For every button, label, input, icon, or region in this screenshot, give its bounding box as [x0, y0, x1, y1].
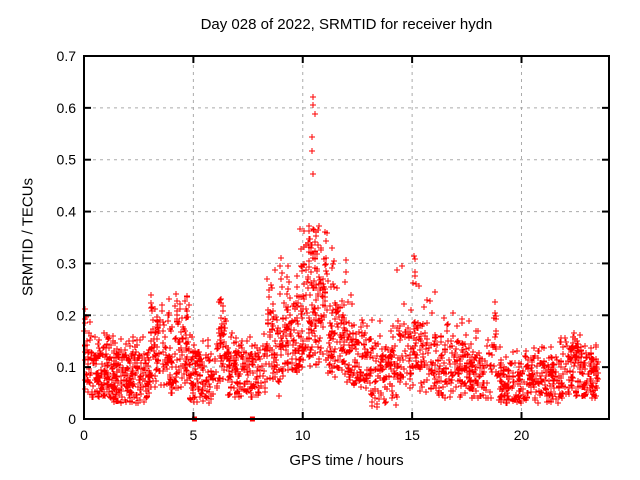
x-tick-label: 15	[404, 427, 420, 443]
y-tick-label: 0.2	[57, 307, 77, 323]
x-tick-label: 5	[189, 427, 197, 443]
chart-title: Day 028 of 2022, SRMTID for receiver hyd…	[200, 16, 493, 33]
y-tick-label: 0.7	[57, 48, 77, 64]
y-tick-label: 0.4	[57, 204, 77, 220]
x-tick-label: 20	[514, 427, 530, 443]
x-axis-label: GPS time / hours	[289, 452, 404, 469]
y-tick-label: 0	[68, 411, 76, 427]
y-tick-label: 0.3	[57, 255, 77, 271]
y-tick-label: 0.6	[57, 100, 77, 116]
y-tick-label: 0.1	[57, 359, 77, 375]
x-tick-label: 10	[295, 427, 311, 443]
x-tick-label: 0	[80, 427, 88, 443]
y-tick-label: 0.5	[57, 152, 77, 168]
